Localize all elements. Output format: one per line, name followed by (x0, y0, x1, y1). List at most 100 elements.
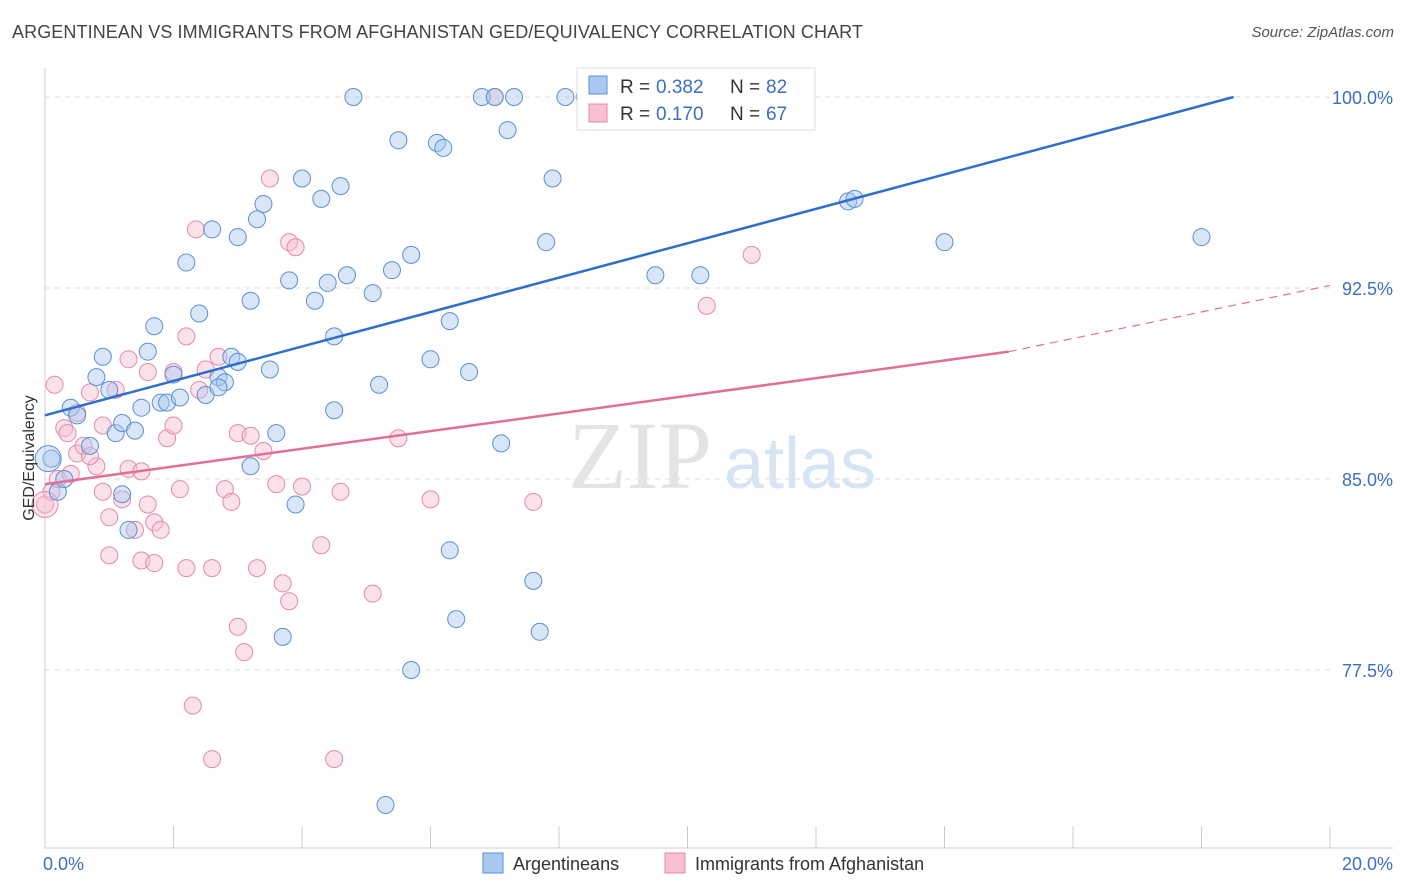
data-point-argentineans (1192, 228, 1211, 247)
axes (44, 68, 1393, 849)
data-point-afghanistan (254, 441, 273, 460)
data-point-afghanistan (209, 347, 228, 366)
data-point-argentineans (485, 88, 504, 106)
data-point-argentineans (331, 177, 350, 196)
data-point-argentineans (260, 360, 279, 379)
x-tick-label: 20.0% (1342, 854, 1393, 874)
data-point-argentineans (87, 368, 106, 387)
data-point-argentineans (312, 189, 331, 208)
data-point-afghanistan (145, 554, 164, 573)
data-point-afghanistan (203, 559, 222, 578)
data-point-afghanistan (93, 482, 112, 501)
data-point-afghanistan (87, 457, 106, 476)
data-point-argentineans (248, 210, 267, 229)
data-point-afghanistan (74, 436, 93, 455)
data-point-argentineans (440, 312, 459, 331)
y-axis-label: GED/Equivalency (21, 395, 38, 520)
stats-r-label-pink: R = (620, 104, 650, 125)
data-point-argentineans (691, 266, 710, 285)
data-point-argentineans (421, 350, 440, 369)
data-point-argentineans (228, 228, 247, 247)
stats-pink-swatch (588, 103, 608, 123)
data-point-argentineans (113, 485, 132, 504)
watermark-zip: ZIP (568, 402, 712, 509)
data-point-afghanistan (113, 490, 132, 509)
data-point-afghanistan (170, 480, 189, 499)
data-point-argentineans (447, 610, 466, 629)
data-point-argentineans (106, 424, 125, 443)
y-tick-labels: 77.5% 85.0% 92.5% 100.0% (1332, 88, 1393, 681)
trend-line-afghanistan-extension (1008, 284, 1331, 353)
data-point-argentineans (376, 795, 395, 814)
legend-swatch-argentineans[interactable] (482, 852, 504, 874)
data-point-argentineans (125, 421, 144, 440)
data-point-afghanistan (145, 513, 164, 532)
data-point-argentineans (492, 434, 511, 453)
data-point-argentineans (543, 169, 562, 188)
data-point-afghanistan (183, 696, 202, 715)
data-point-argentineans (55, 470, 74, 488)
data-point-argentineans (80, 436, 99, 455)
data-point-argentineans (34, 445, 62, 473)
data-point-afghanistan (228, 617, 247, 636)
legend-label-afghanistan[interactable]: Immigrants from Afghanistan (695, 854, 924, 874)
stats-r-value-blue: 0.382 (656, 77, 704, 98)
data-point-argentineans (440, 541, 459, 560)
data-point-argentineans (344, 88, 363, 106)
data-point-argentineans (318, 273, 337, 292)
data-point-afghanistan (312, 536, 331, 555)
data-point-afghanistan (177, 327, 196, 346)
legend-swatch-afghanistan[interactable] (664, 852, 686, 874)
trend-line-argentineans (44, 95, 1234, 417)
data-point-afghanistan (80, 447, 99, 466)
data-point-argentineans (337, 266, 356, 285)
data-point-argentineans (170, 388, 189, 407)
data-point-argentineans (524, 571, 543, 590)
data-point-afghanistan (177, 559, 196, 578)
data-point-argentineans (93, 347, 112, 366)
data-point-argentineans (190, 304, 209, 323)
data-point-argentineans (286, 495, 305, 514)
data-point-afghanistan (119, 350, 138, 369)
data-point-afghanistan (260, 169, 279, 188)
stats-n-value-pink: 67 (766, 104, 787, 125)
data-point-afghanistan (389, 429, 408, 448)
watermark-atlas: atlas (724, 424, 876, 504)
data-point-afghanistan (363, 584, 382, 603)
data-point-afghanistan (524, 492, 543, 511)
data-point-afghanistan (267, 475, 286, 494)
y-tick-label: 92.5% (1342, 279, 1393, 299)
data-point-afghanistan (45, 375, 64, 394)
data-point-afghanistan (222, 492, 241, 511)
stats-n-label-blue: N = (730, 77, 760, 98)
data-point-afghanistan (325, 750, 344, 769)
data-point-argentineans (556, 88, 575, 106)
data-point-argentineans (293, 169, 311, 188)
bottom-legend: Argentineans Immigrants from Afghanistan (482, 852, 924, 874)
y-tick-label: 85.0% (1342, 470, 1393, 490)
data-point-argentineans (434, 138, 453, 157)
data-point-afghanistan (742, 245, 761, 264)
x-tick-label: 0.0% (43, 854, 84, 874)
data-point-argentineans (498, 121, 517, 140)
data-point-afghanistan (151, 520, 170, 539)
data-point-argentineans (935, 233, 954, 252)
data-point-argentineans (209, 378, 228, 397)
data-point-afghanistan (697, 296, 716, 315)
data-point-argentineans (151, 393, 170, 412)
data-point-argentineans (119, 520, 138, 539)
data-point-afghanistan (293, 477, 311, 496)
data-point-afghanistan (241, 426, 260, 445)
data-point-afghanistan (331, 482, 350, 501)
legend-label-argentineans[interactable]: Argentineans (513, 854, 619, 874)
data-point-afghanistan (421, 490, 440, 509)
stats-n-label-pink: N = (730, 104, 760, 125)
data-point-afghanistan (273, 574, 292, 593)
stats-r-label-blue: R = (620, 77, 650, 98)
data-point-argentineans (646, 266, 665, 285)
source-credit: Source: ZipAtlas.com (1251, 24, 1394, 41)
data-point-argentineans (138, 342, 157, 361)
data-point-argentineans (145, 317, 164, 336)
data-point-afghanistan (280, 592, 299, 611)
